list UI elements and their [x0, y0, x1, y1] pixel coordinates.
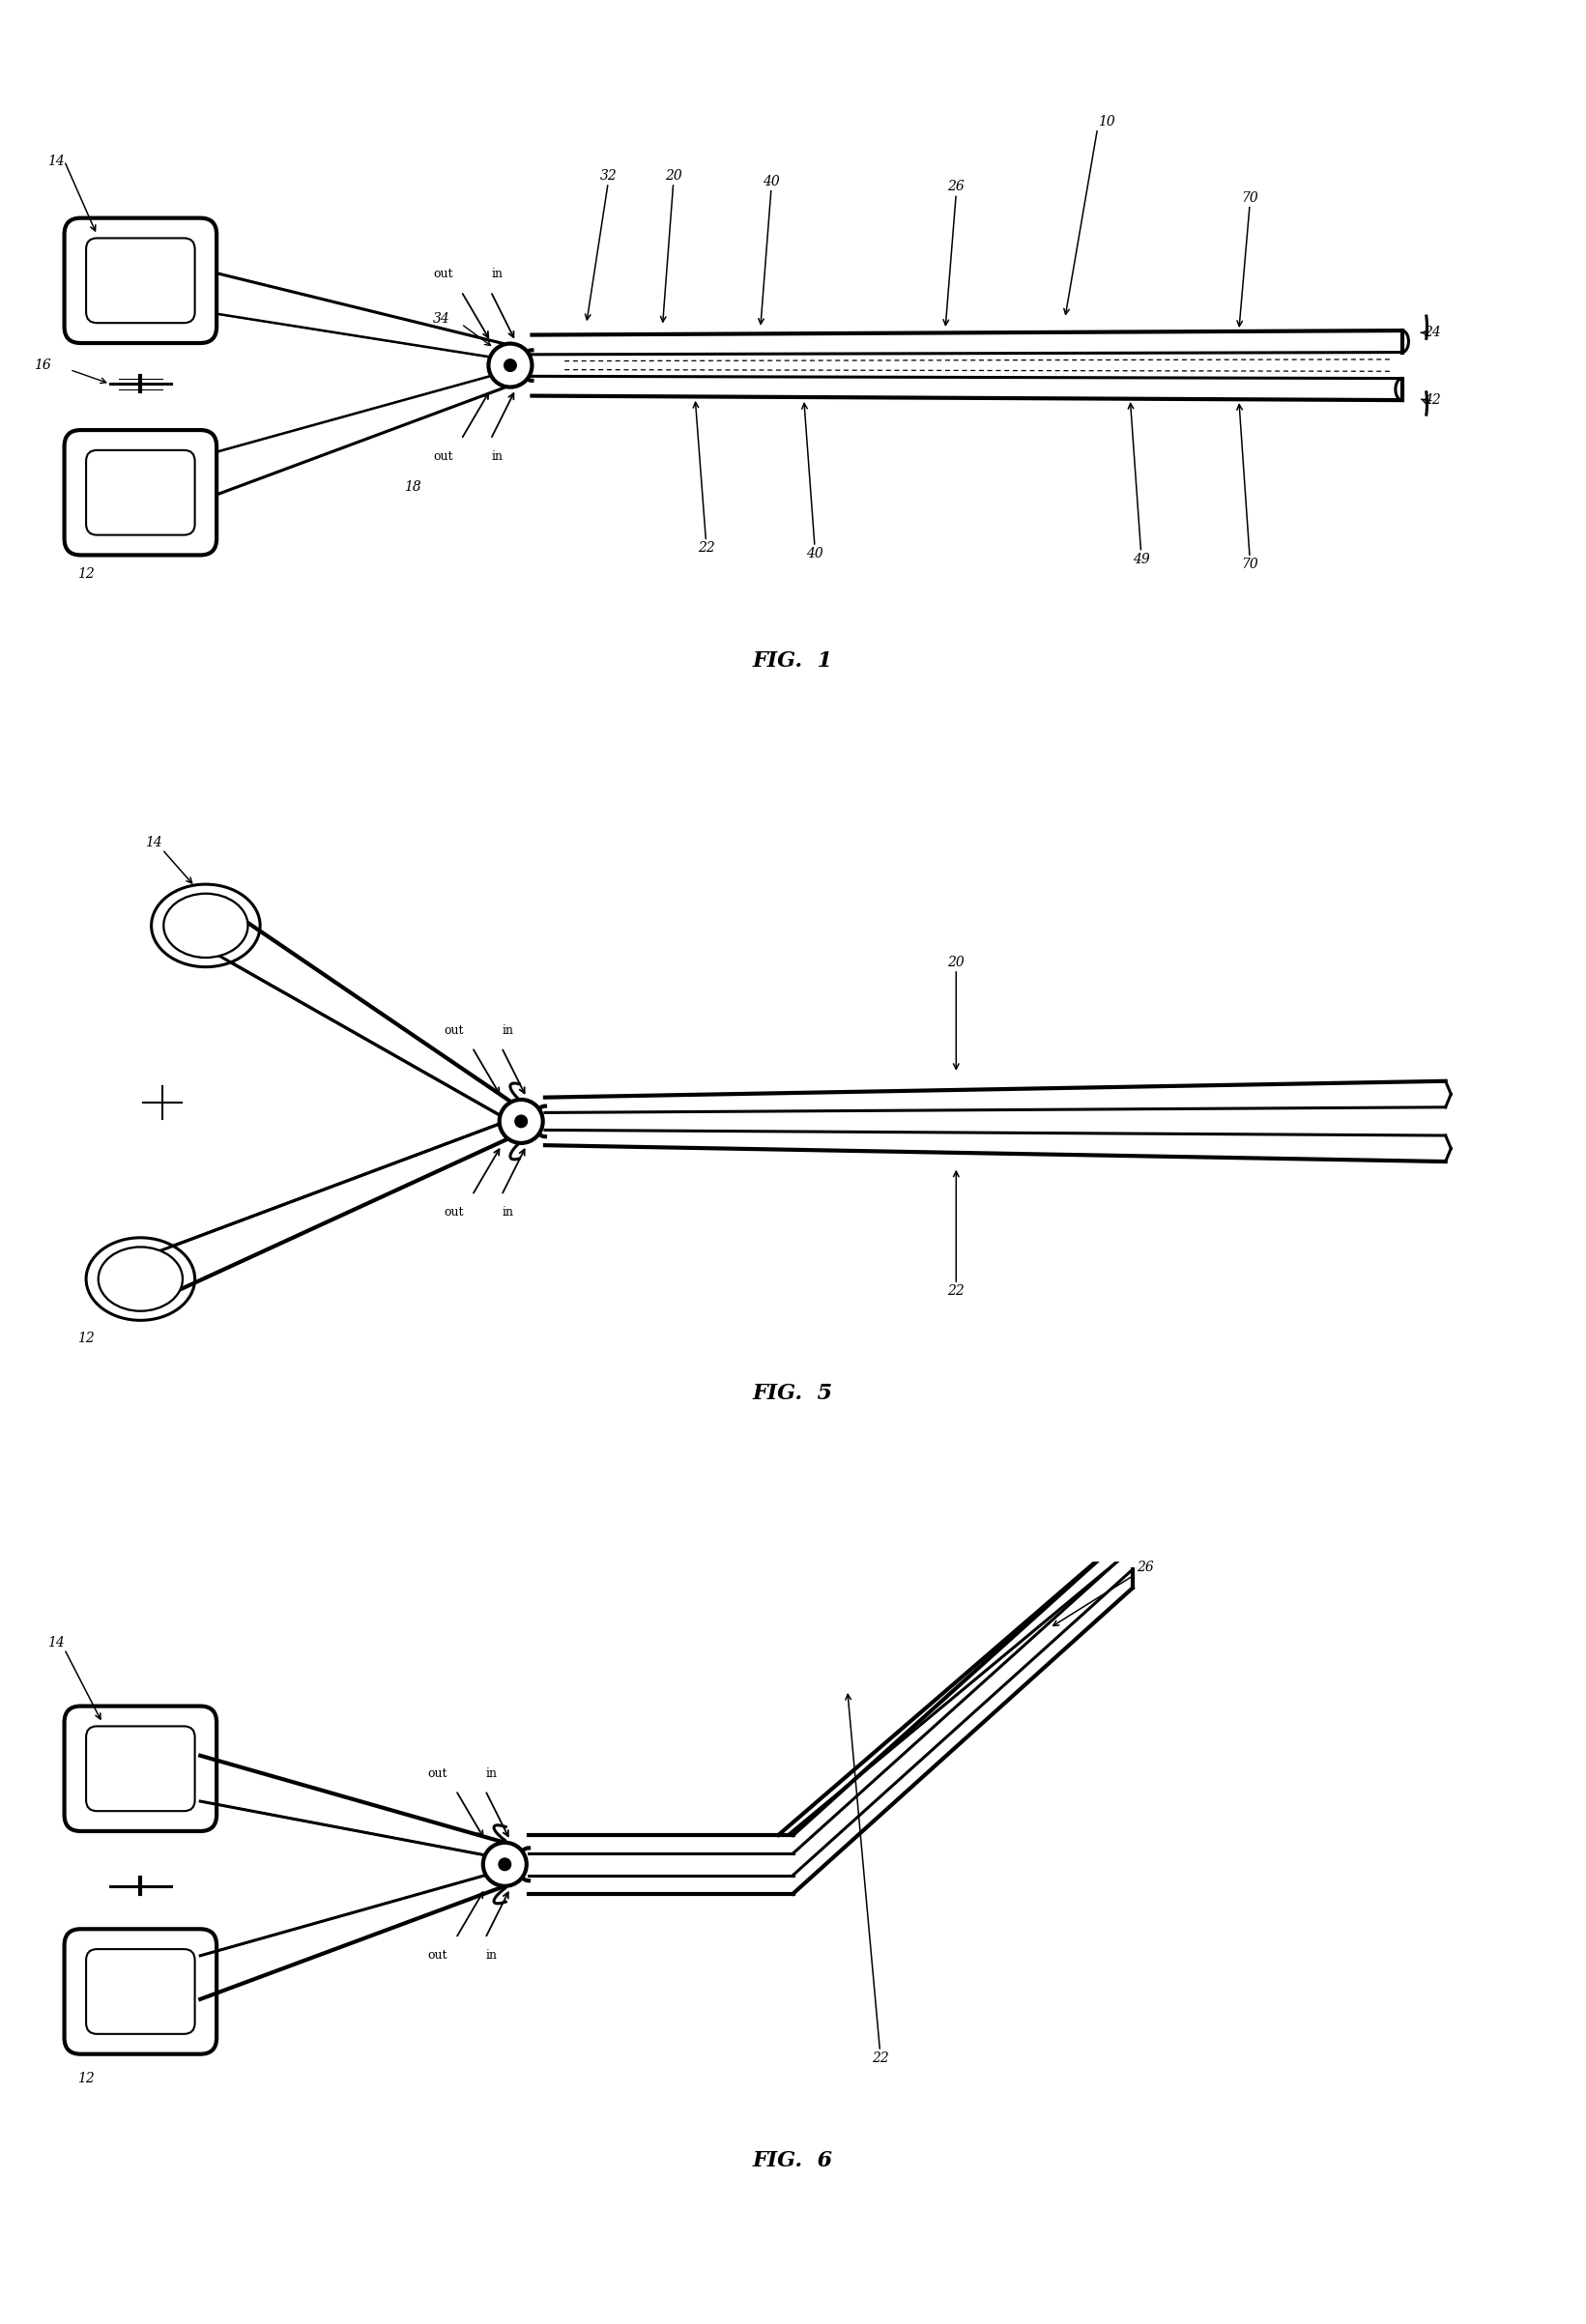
Circle shape [515, 1116, 527, 1127]
Ellipse shape [163, 895, 247, 957]
Polygon shape [200, 1871, 504, 1999]
FancyBboxPatch shape [65, 218, 217, 344]
Polygon shape [200, 1755, 504, 1859]
Text: out: out [428, 1766, 447, 1780]
Ellipse shape [151, 885, 260, 967]
Ellipse shape [86, 1239, 195, 1320]
Text: 14: 14 [144, 837, 162, 851]
Text: 20: 20 [947, 955, 964, 969]
Text: 22: 22 [947, 1285, 964, 1299]
Text: 22: 22 [698, 541, 715, 555]
Text: 70: 70 [1242, 558, 1258, 572]
Text: FIG.  1: FIG. 1 [753, 651, 833, 672]
Text: 40: 40 [763, 174, 780, 188]
FancyBboxPatch shape [86, 1950, 195, 2034]
Text: out: out [444, 1025, 463, 1037]
Text: in: in [503, 1025, 514, 1037]
Text: in: in [485, 1766, 498, 1780]
Text: 24: 24 [1424, 325, 1442, 339]
Text: FIG.  6: FIG. 6 [753, 2150, 833, 2171]
Text: in: in [492, 451, 503, 462]
Text: 40: 40 [806, 546, 823, 560]
Polygon shape [200, 270, 511, 360]
FancyBboxPatch shape [86, 237, 195, 323]
Polygon shape [200, 372, 511, 500]
Text: in: in [485, 1950, 498, 1961]
Circle shape [484, 1843, 527, 1887]
Text: 14: 14 [48, 1636, 65, 1650]
FancyBboxPatch shape [65, 1706, 217, 1831]
Text: 70: 70 [1242, 191, 1258, 205]
Text: 32: 32 [600, 170, 617, 184]
Ellipse shape [98, 1248, 182, 1311]
Circle shape [504, 360, 517, 372]
Text: 12: 12 [78, 2071, 95, 2085]
Text: 16: 16 [35, 358, 51, 372]
Text: out: out [433, 451, 452, 462]
Text: 12: 12 [78, 567, 95, 581]
Text: in: in [492, 267, 503, 281]
Text: 14: 14 [48, 153, 65, 167]
Text: 12: 12 [78, 1332, 95, 1346]
Circle shape [500, 1099, 542, 1143]
Polygon shape [200, 270, 511, 360]
Text: 42: 42 [1424, 393, 1442, 407]
Text: out: out [428, 1950, 447, 1961]
Text: 18: 18 [404, 481, 420, 495]
Text: 34: 34 [433, 311, 450, 325]
Text: in: in [503, 1206, 514, 1218]
Text: 20: 20 [665, 170, 682, 184]
Text: out: out [433, 267, 452, 281]
Text: 26: 26 [1137, 1559, 1153, 1573]
Polygon shape [195, 904, 527, 1125]
Text: 26: 26 [947, 179, 964, 193]
FancyBboxPatch shape [65, 430, 217, 555]
FancyBboxPatch shape [86, 451, 195, 535]
Text: FIG.  5: FIG. 5 [753, 1383, 833, 1404]
Circle shape [498, 1859, 511, 1871]
Circle shape [488, 344, 531, 388]
Text: 10: 10 [1098, 114, 1115, 128]
Text: 49: 49 [1132, 553, 1150, 567]
FancyBboxPatch shape [65, 1929, 217, 2054]
Polygon shape [133, 1116, 525, 1304]
Text: out: out [444, 1206, 463, 1218]
FancyBboxPatch shape [86, 1727, 195, 1810]
Text: 22: 22 [871, 2052, 888, 2066]
